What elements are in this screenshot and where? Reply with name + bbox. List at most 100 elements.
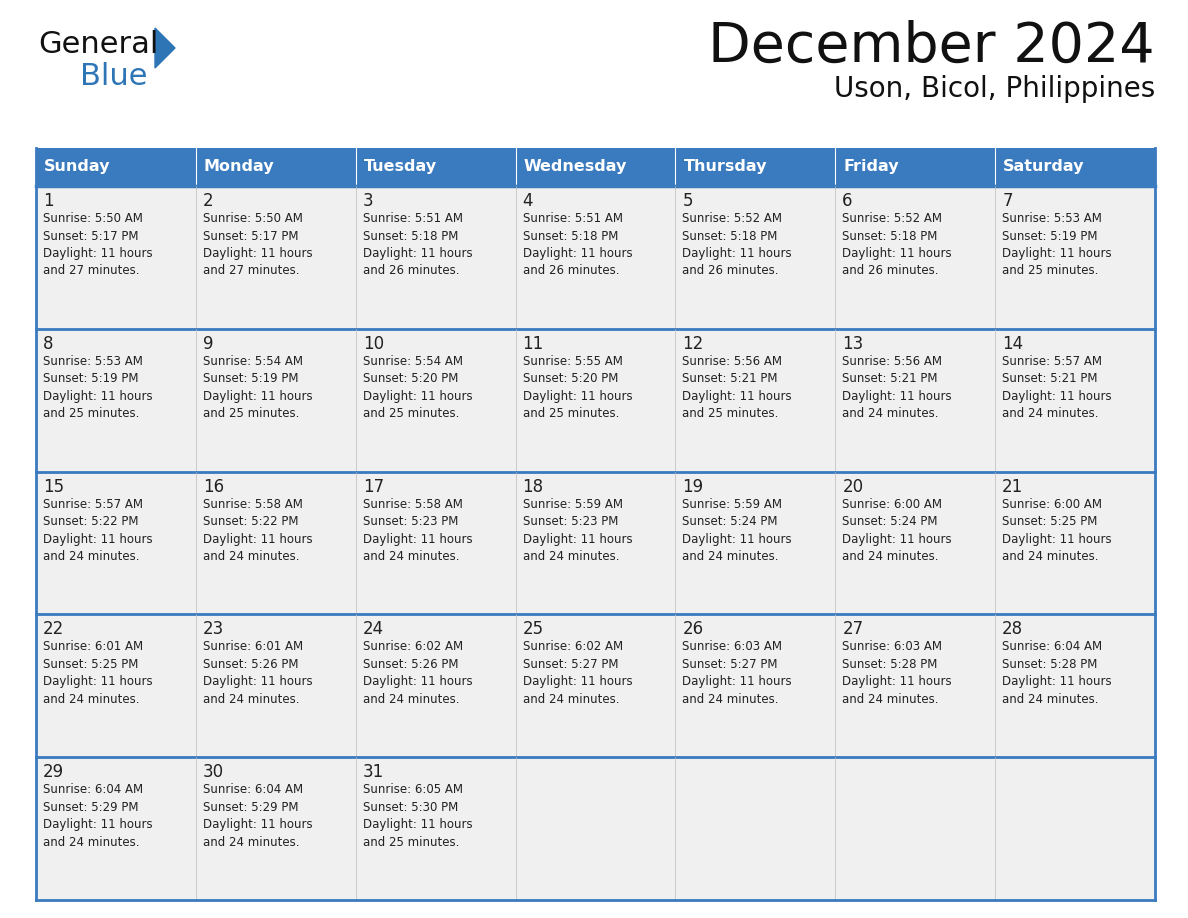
Text: Sunrise: 5:55 AM: Sunrise: 5:55 AM <box>523 354 623 368</box>
Text: 13: 13 <box>842 335 864 353</box>
Text: Sunrise: 6:04 AM: Sunrise: 6:04 AM <box>43 783 143 796</box>
Text: 17: 17 <box>362 477 384 496</box>
Text: and 26 minutes.: and 26 minutes. <box>842 264 939 277</box>
Text: Daylight: 11 hours: Daylight: 11 hours <box>203 247 312 260</box>
Text: 22: 22 <box>43 621 64 638</box>
Bar <box>996 757 1155 900</box>
Text: 24: 24 <box>362 621 384 638</box>
Text: Sunrise: 5:57 AM: Sunrise: 5:57 AM <box>1003 354 1102 368</box>
Text: 4: 4 <box>523 192 533 210</box>
Text: Daylight: 11 hours: Daylight: 11 hours <box>1003 532 1112 545</box>
Text: Sunrise: 6:02 AM: Sunrise: 6:02 AM <box>362 641 463 654</box>
Bar <box>516 329 676 472</box>
Text: Daylight: 11 hours: Daylight: 11 hours <box>43 676 152 688</box>
Text: Saturday: Saturday <box>1003 160 1085 174</box>
Bar <box>516 614 676 757</box>
Text: and 24 minutes.: and 24 minutes. <box>1003 550 1099 563</box>
Text: Sunset: 5:29 PM: Sunset: 5:29 PM <box>43 800 139 813</box>
Text: Sunset: 5:19 PM: Sunset: 5:19 PM <box>203 373 298 386</box>
Text: 20: 20 <box>842 477 864 496</box>
Text: and 26 minutes.: and 26 minutes. <box>362 264 460 277</box>
Bar <box>196 148 355 186</box>
Text: and 24 minutes.: and 24 minutes. <box>43 550 139 563</box>
Text: Daylight: 11 hours: Daylight: 11 hours <box>523 247 632 260</box>
Text: and 24 minutes.: and 24 minutes. <box>43 835 139 849</box>
Text: Sunrise: 5:53 AM: Sunrise: 5:53 AM <box>1003 212 1102 225</box>
Bar <box>196 472 355 614</box>
Text: and 24 minutes.: and 24 minutes. <box>523 550 619 563</box>
Text: Sunset: 5:21 PM: Sunset: 5:21 PM <box>682 373 778 386</box>
Text: Sunrise: 5:50 AM: Sunrise: 5:50 AM <box>203 212 303 225</box>
Text: Daylight: 11 hours: Daylight: 11 hours <box>43 247 152 260</box>
Text: Sunset: 5:22 PM: Sunset: 5:22 PM <box>43 515 139 528</box>
Text: 26: 26 <box>682 621 703 638</box>
Text: Sunrise: 5:58 AM: Sunrise: 5:58 AM <box>203 498 303 510</box>
Text: Sunset: 5:22 PM: Sunset: 5:22 PM <box>203 515 298 528</box>
Text: 31: 31 <box>362 763 384 781</box>
Text: Sunrise: 6:02 AM: Sunrise: 6:02 AM <box>523 641 623 654</box>
Text: Sunset: 5:27 PM: Sunset: 5:27 PM <box>682 658 778 671</box>
Text: and 24 minutes.: and 24 minutes. <box>842 408 939 420</box>
Text: Daylight: 11 hours: Daylight: 11 hours <box>362 818 473 831</box>
Text: and 25 minutes.: and 25 minutes. <box>362 835 459 849</box>
Text: Sunset: 5:25 PM: Sunset: 5:25 PM <box>1003 515 1098 528</box>
Bar <box>835 614 996 757</box>
Text: 15: 15 <box>43 477 64 496</box>
Text: Sunset: 5:17 PM: Sunset: 5:17 PM <box>43 230 139 242</box>
Text: and 24 minutes.: and 24 minutes. <box>682 693 779 706</box>
Text: 25: 25 <box>523 621 544 638</box>
Text: 8: 8 <box>43 335 53 353</box>
Bar <box>516 186 676 329</box>
Text: 5: 5 <box>682 192 693 210</box>
Text: Sunrise: 6:04 AM: Sunrise: 6:04 AM <box>203 783 303 796</box>
Text: Daylight: 11 hours: Daylight: 11 hours <box>842 532 952 545</box>
Bar <box>36 148 196 186</box>
Text: Daylight: 11 hours: Daylight: 11 hours <box>362 532 473 545</box>
Text: 12: 12 <box>682 335 703 353</box>
Text: Daylight: 11 hours: Daylight: 11 hours <box>203 818 312 831</box>
Text: Sunset: 5:30 PM: Sunset: 5:30 PM <box>362 800 457 813</box>
Text: Sunset: 5:19 PM: Sunset: 5:19 PM <box>43 373 139 386</box>
Text: and 24 minutes.: and 24 minutes. <box>43 693 139 706</box>
Bar <box>996 186 1155 329</box>
Text: Sunset: 5:28 PM: Sunset: 5:28 PM <box>1003 658 1098 671</box>
Text: Daylight: 11 hours: Daylight: 11 hours <box>362 390 473 403</box>
Text: Sunday: Sunday <box>44 160 110 174</box>
Text: 3: 3 <box>362 192 373 210</box>
Bar <box>516 757 676 900</box>
Bar <box>355 148 516 186</box>
Text: Sunrise: 5:58 AM: Sunrise: 5:58 AM <box>362 498 462 510</box>
Bar <box>516 472 676 614</box>
Bar <box>36 614 196 757</box>
Text: 11: 11 <box>523 335 544 353</box>
Text: Sunrise: 5:57 AM: Sunrise: 5:57 AM <box>43 498 143 510</box>
Text: Thursday: Thursday <box>683 160 767 174</box>
Text: Daylight: 11 hours: Daylight: 11 hours <box>203 676 312 688</box>
Text: Daylight: 11 hours: Daylight: 11 hours <box>842 390 952 403</box>
Text: 2: 2 <box>203 192 214 210</box>
Text: Daylight: 11 hours: Daylight: 11 hours <box>842 676 952 688</box>
Text: and 25 minutes.: and 25 minutes. <box>362 408 459 420</box>
Text: Sunrise: 5:59 AM: Sunrise: 5:59 AM <box>682 498 783 510</box>
Bar <box>676 186 835 329</box>
Text: 29: 29 <box>43 763 64 781</box>
Text: Tuesday: Tuesday <box>364 160 437 174</box>
Bar <box>835 148 996 186</box>
Bar <box>676 614 835 757</box>
Text: Sunset: 5:27 PM: Sunset: 5:27 PM <box>523 658 618 671</box>
Bar <box>36 472 196 614</box>
Text: 10: 10 <box>362 335 384 353</box>
Bar <box>355 757 516 900</box>
Text: Daylight: 11 hours: Daylight: 11 hours <box>1003 390 1112 403</box>
Text: and 24 minutes.: and 24 minutes. <box>682 550 779 563</box>
Text: Daylight: 11 hours: Daylight: 11 hours <box>842 247 952 260</box>
Bar <box>676 148 835 186</box>
Text: and 25 minutes.: and 25 minutes. <box>1003 264 1099 277</box>
Text: Daylight: 11 hours: Daylight: 11 hours <box>203 390 312 403</box>
Text: Uson, Bicol, Philippines: Uson, Bicol, Philippines <box>834 75 1155 103</box>
Text: and 24 minutes.: and 24 minutes. <box>1003 408 1099 420</box>
Bar <box>676 472 835 614</box>
Text: Daylight: 11 hours: Daylight: 11 hours <box>362 676 473 688</box>
Text: 19: 19 <box>682 477 703 496</box>
Text: and 24 minutes.: and 24 minutes. <box>362 550 460 563</box>
